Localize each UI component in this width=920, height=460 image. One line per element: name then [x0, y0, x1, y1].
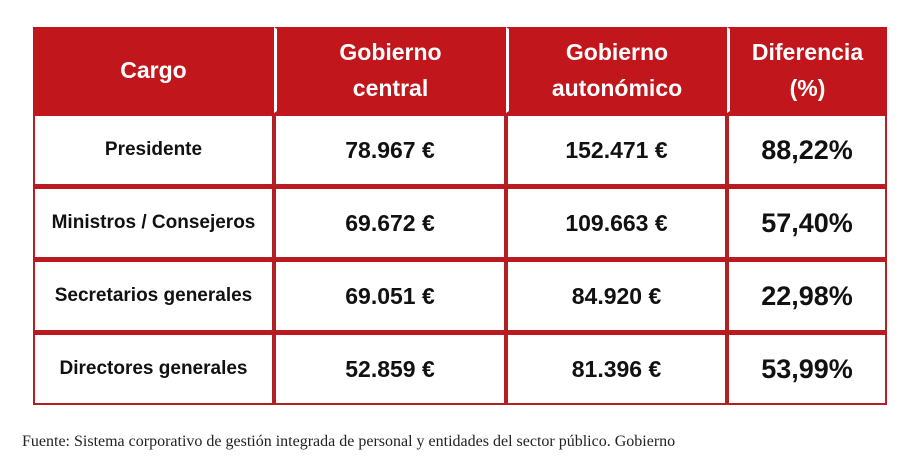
cell-gobierno-central: 52.859 € — [274, 332, 506, 405]
cell-gobierno-autonomico: 109.663 € — [506, 186, 727, 259]
cell-gobierno-central: 69.051 € — [274, 259, 506, 332]
header-autonomico-line-2: autonómico — [551, 75, 683, 101]
header-diferencia: Diferencia (%) — [727, 27, 887, 113]
header-central-line-2: central — [352, 75, 429, 101]
salary-comparison-table-container: Cargo Gobierno central Gobierno autonómi… — [33, 27, 887, 405]
table-row: Ministros / Consejeros 69.672 € 109.663 … — [33, 186, 887, 259]
table-row: Directores generales 52.859 € 81.396 € 5… — [33, 332, 887, 405]
cell-diferencia: 57,40% — [727, 186, 887, 259]
cell-gobierno-central: 78.967 € — [274, 113, 506, 186]
table-row: Presidente 78.967 € 152.471 € 88,22% — [33, 113, 887, 186]
header-autonomico-line-1: Gobierno — [565, 39, 669, 65]
header-diferencia-line-2: (%) — [789, 75, 826, 101]
table-header-row: Cargo Gobierno central Gobierno autonómi… — [33, 27, 887, 113]
cell-diferencia: 88,22% — [727, 113, 887, 186]
table-row: Secretarios generales 69.051 € 84.920 € … — [33, 259, 887, 332]
header-central-line-1: Gobierno — [339, 39, 442, 65]
salary-comparison-table: Cargo Gobierno central Gobierno autonómi… — [33, 27, 887, 405]
cell-gobierno-autonomico: 84.920 € — [506, 259, 727, 332]
source-caption: Fuente: Sistema corporativo de gestión i… — [22, 433, 676, 450]
cell-diferencia: 22,98% — [727, 259, 887, 332]
header-cargo-line-1: Cargo — [120, 57, 187, 83]
cell-cargo: Presidente — [33, 113, 274, 186]
header-diferencia-line-1: Diferencia — [751, 39, 864, 65]
cell-diferencia: 53,99% — [727, 332, 887, 405]
cell-gobierno-central: 69.672 € — [274, 186, 506, 259]
cell-gobierno-autonomico: 81.396 € — [506, 332, 727, 405]
header-gobierno-central: Gobierno central — [274, 27, 506, 113]
cell-cargo: Directores generales — [33, 332, 274, 405]
cell-gobierno-autonomico: 152.471 € — [506, 113, 727, 186]
header-gobierno-autonomico: Gobierno autonómico — [506, 27, 727, 113]
cell-cargo: Ministros / Consejeros — [33, 186, 274, 259]
cell-cargo: Secretarios generales — [33, 259, 274, 332]
header-cargo: Cargo — [33, 27, 274, 113]
